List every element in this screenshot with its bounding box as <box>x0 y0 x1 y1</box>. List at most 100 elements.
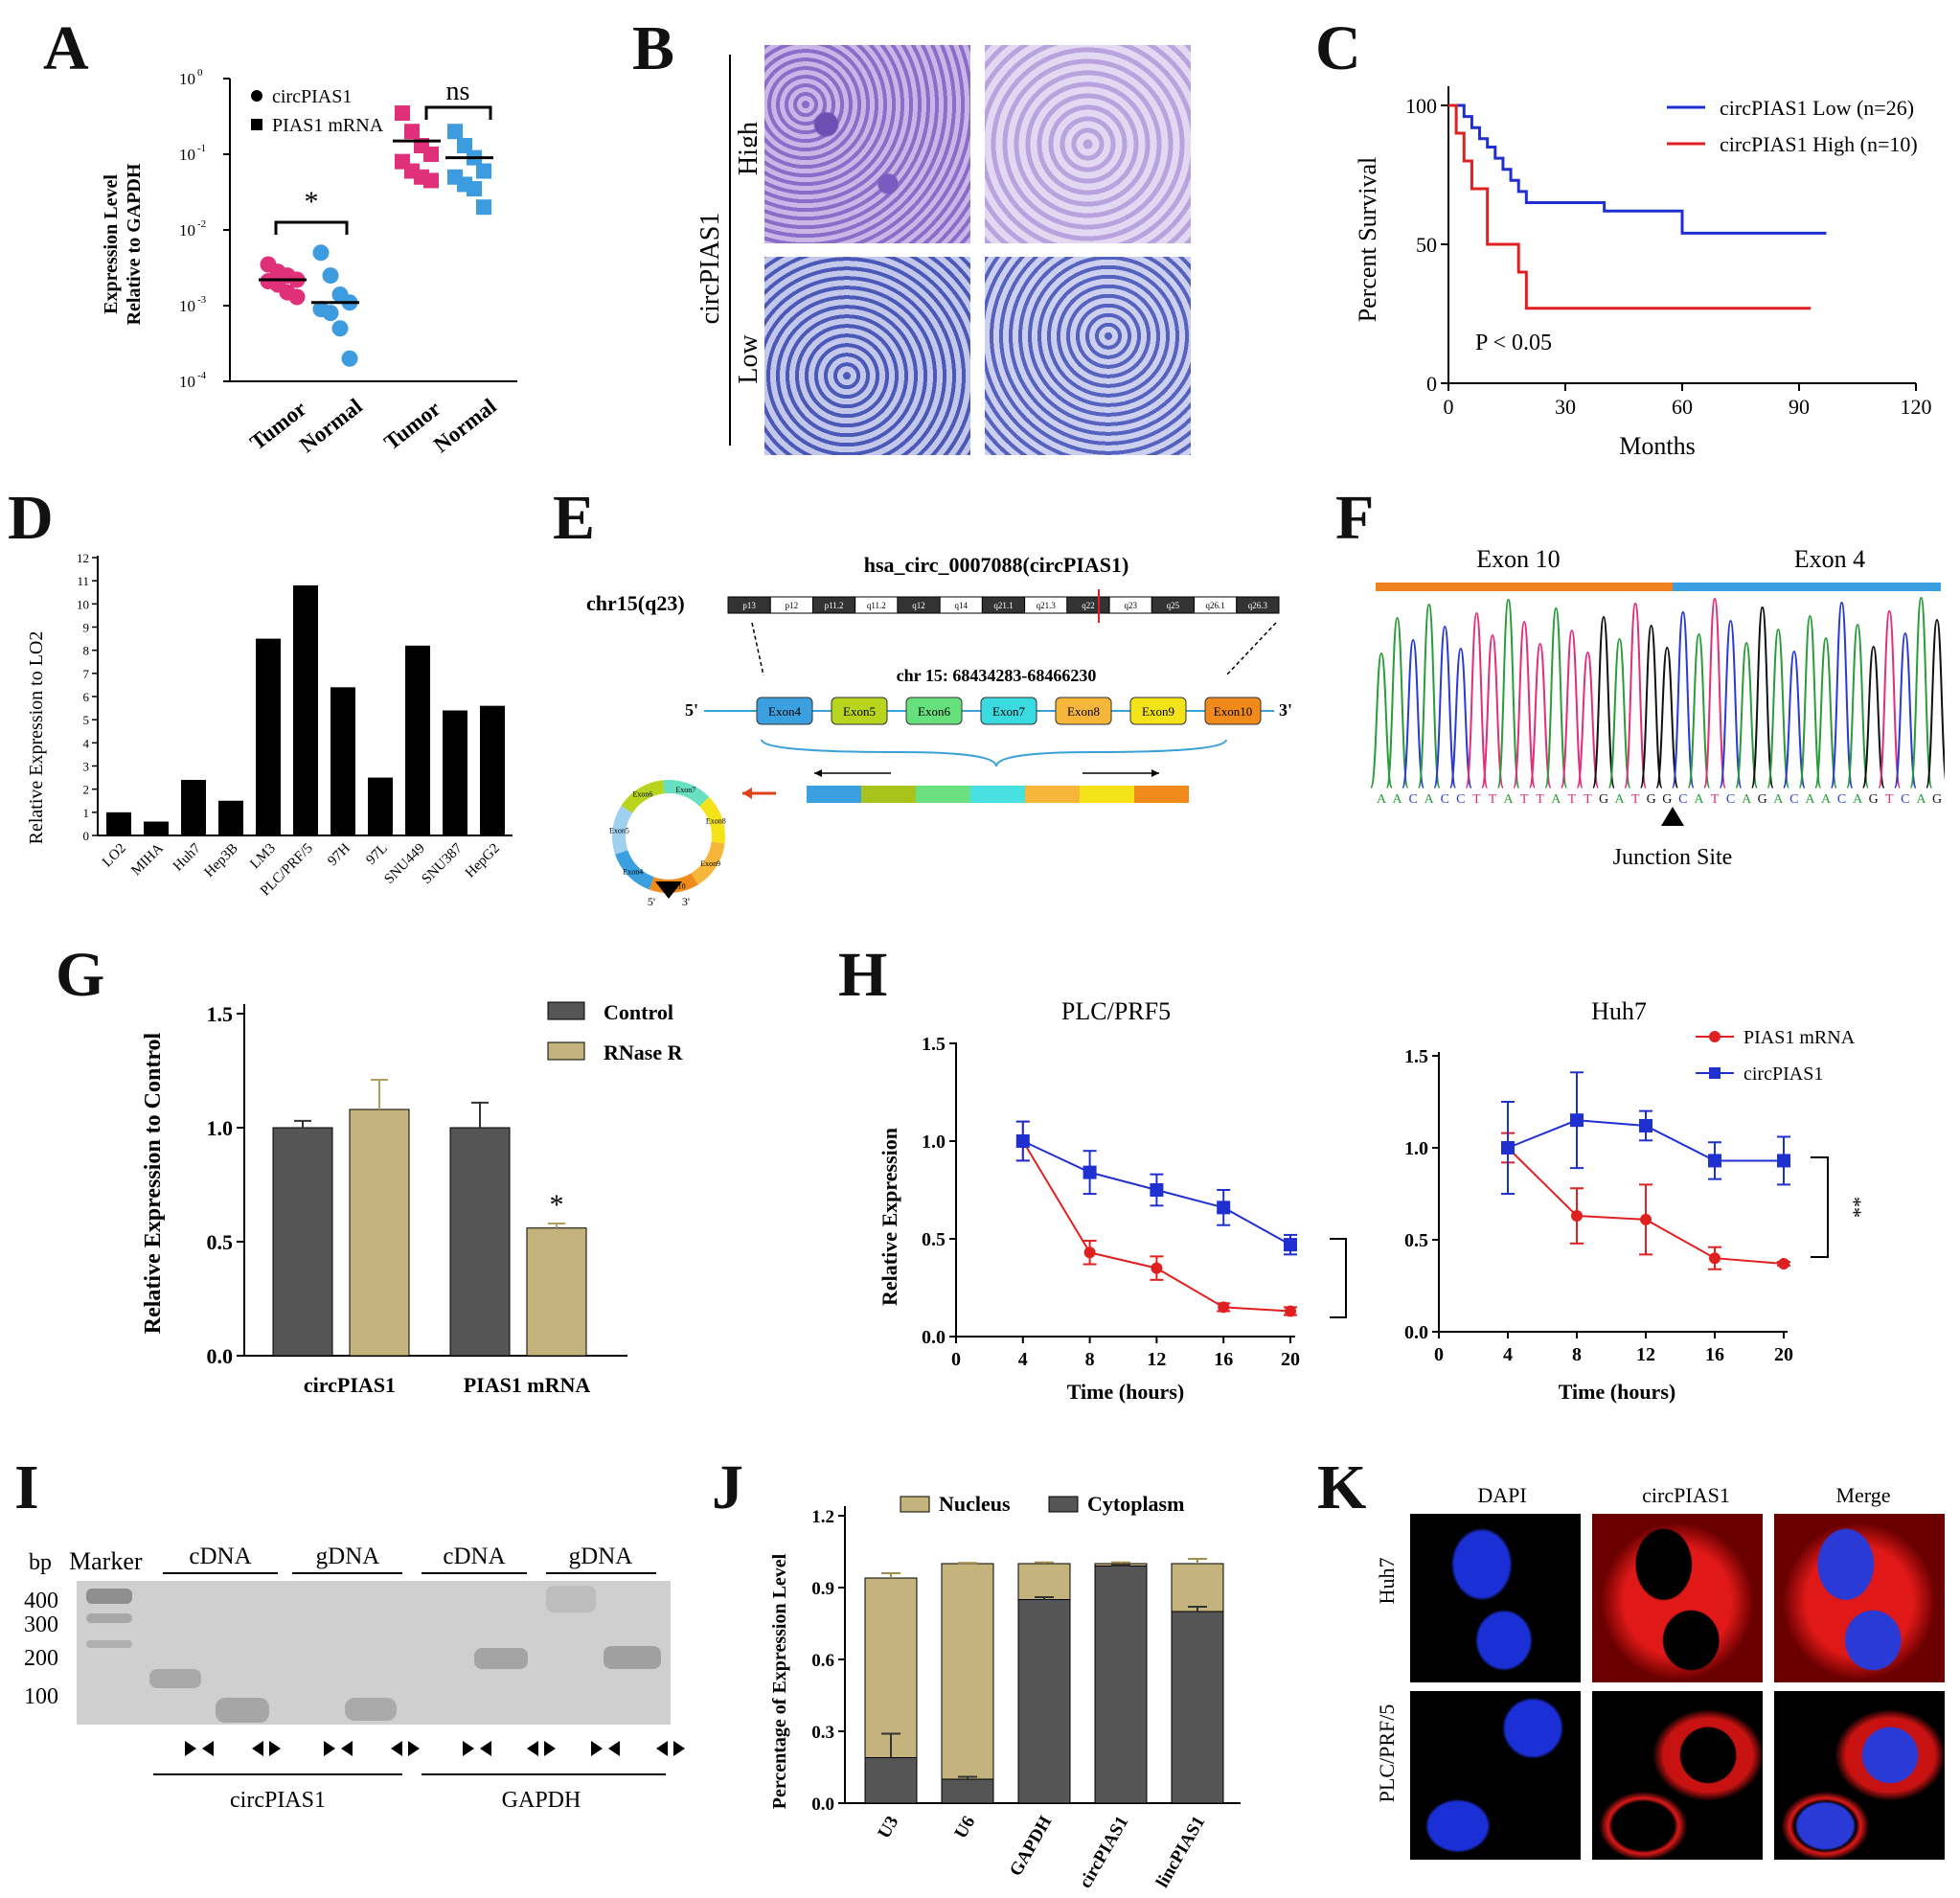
h-right-sig: ** <box>1842 1197 1866 1218</box>
g-sig: * <box>550 1189 564 1221</box>
c-legend-high: circPIAS1 High (n=10) <box>1720 132 1918 156</box>
y-axis-label-1: Expression Level <box>101 174 122 314</box>
a-ytick-exp: 0 <box>197 67 203 79</box>
e-band-label: p12 <box>786 601 799 610</box>
a-point <box>447 124 463 140</box>
h-point <box>1501 1141 1515 1155</box>
e-band-label: q21.1 <box>993 601 1013 610</box>
h-xtick-label: 8 <box>1572 1344 1582 1365</box>
b-row-high: High <box>734 122 757 175</box>
f-junction: Junction Site <box>1613 845 1733 870</box>
f-peak <box>1417 603 1441 789</box>
i-lane-2: gDNA <box>316 1544 380 1569</box>
d-ytick-label: 9 <box>83 621 90 635</box>
legend-circpias1: circPIAS1 <box>272 86 352 107</box>
j-legend-nucleus: Nucleus <box>939 1492 1011 1516</box>
k-row-plc: PLC/PRF/5 <box>1375 1704 1399 1803</box>
panel-label-i: I <box>14 1452 39 1522</box>
j-bar-nuc <box>1017 1563 1071 1600</box>
h-point <box>1285 1305 1296 1317</box>
f-base: T <box>1489 792 1497 807</box>
k-col-merge: Merge <box>1835 1483 1890 1507</box>
i-size-200: 200 <box>24 1646 58 1671</box>
f-peak <box>1592 615 1615 789</box>
f-base: A <box>1424 792 1435 807</box>
e-exon <box>980 697 1037 725</box>
d-ytick-label: 1 <box>83 806 90 820</box>
g-bar <box>526 1227 587 1357</box>
f-base: T <box>1584 792 1592 807</box>
a-ytick-label: 10 <box>179 146 195 164</box>
i-lane-3: cDNA <box>443 1544 505 1569</box>
f-base: T <box>1520 792 1529 807</box>
i-primer-right <box>608 1741 620 1756</box>
k-col-circ: circPIAS1 <box>1642 1483 1730 1507</box>
f-peak <box>1909 596 1933 789</box>
h-xtick-label: 20 <box>1774 1344 1793 1365</box>
i-lane-4: gDNA <box>569 1544 633 1569</box>
d-bar <box>443 710 467 835</box>
i-size-100: 100 <box>24 1684 58 1709</box>
i-primer-left <box>656 1741 668 1756</box>
f-base: T <box>1885 792 1894 807</box>
h-xtick-label: 12 <box>1147 1349 1166 1370</box>
f-base: C <box>1456 792 1465 807</box>
e-bar-seg <box>1025 786 1080 803</box>
f-base: A <box>1393 792 1403 807</box>
h-point <box>1708 1154 1721 1168</box>
f-peak <box>1513 620 1537 789</box>
f-peak <box>1766 628 1790 789</box>
h-point <box>1217 1201 1231 1215</box>
h-ytick-label: 0.0 <box>1404 1322 1428 1343</box>
e-bar-seg <box>807 786 861 803</box>
f-base: G <box>1647 792 1656 807</box>
i-bp: bp <box>29 1550 52 1575</box>
b-row-low: Low <box>734 334 757 384</box>
h-point <box>1015 1134 1030 1148</box>
c-ytick-label: 0 <box>1426 372 1437 396</box>
a-ytick-label: 10 <box>179 297 195 315</box>
e-exon-label: Exon5 <box>843 704 876 719</box>
h-left-xlabel: Time (hours) <box>1067 1380 1184 1404</box>
j-ytick-label: 0.3 <box>811 1723 834 1743</box>
y-axis-label-2: Relative to GAPDH <box>124 163 145 325</box>
f-peak <box>1782 650 1806 789</box>
i-marker: Marker <box>69 1547 143 1575</box>
h-point <box>1571 1210 1583 1223</box>
a-point <box>404 124 420 140</box>
e-band-label: q11.2 <box>867 601 886 610</box>
e-band-label: p13 <box>742 601 756 610</box>
ihc-image-low-1 <box>764 257 970 455</box>
f-peak <box>1528 642 1552 789</box>
fish-circ-huh7 <box>1592 1514 1763 1682</box>
f-base: T <box>1472 792 1481 807</box>
d-bar <box>144 821 169 835</box>
e-circ-label: Exon6 <box>632 790 652 799</box>
c-xtick-label: 90 <box>1789 395 1810 419</box>
ihc-image-high-2 <box>985 45 1191 243</box>
f-peak <box>1861 645 1885 789</box>
h-ytick-label: 1.0 <box>1404 1138 1428 1159</box>
d-xtick-label: LM3 <box>247 841 279 873</box>
d-ytick-label: 7 <box>83 667 90 681</box>
a-point <box>322 305 339 322</box>
j-bar-nuc <box>1171 1563 1224 1612</box>
j-bar-nuc <box>864 1577 918 1758</box>
sig-ns: ns <box>446 77 470 106</box>
h-xtick-label: 8 <box>1085 1349 1095 1370</box>
a-point <box>395 105 410 122</box>
f-peak <box>1671 610 1695 789</box>
d-xtick-label: 97L <box>363 841 390 868</box>
d-ytick-label: 8 <box>83 644 90 658</box>
d-bar <box>330 687 355 835</box>
f-base: G <box>1662 792 1672 807</box>
e-circ-three: 3' <box>682 895 690 905</box>
e-circ-seg <box>621 780 665 813</box>
d-xtick-label: MIHA <box>128 840 167 879</box>
x-tick-normal-2: Normal <box>429 394 501 457</box>
d-xtick-label: SNU387 <box>419 840 466 887</box>
h-ytick-label: 1.0 <box>922 1132 946 1153</box>
h-left-title: PLC/PRF5 <box>1061 997 1171 1025</box>
a-point <box>341 350 358 367</box>
